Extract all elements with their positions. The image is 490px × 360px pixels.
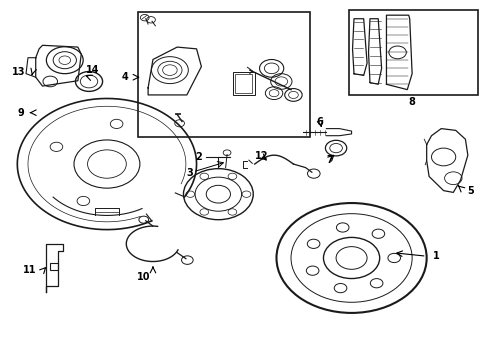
Text: 14: 14 bbox=[86, 65, 99, 75]
Text: 8: 8 bbox=[409, 97, 416, 107]
Text: 1: 1 bbox=[433, 251, 440, 261]
Bar bbox=[138, 12, 310, 138]
Text: 13: 13 bbox=[12, 67, 25, 77]
Text: 3: 3 bbox=[186, 168, 193, 178]
Bar bbox=[233, 72, 255, 95]
Bar bbox=[50, 262, 58, 270]
Text: 4: 4 bbox=[122, 72, 129, 82]
Text: 7: 7 bbox=[326, 155, 333, 165]
Bar bbox=[349, 10, 478, 95]
Bar bbox=[235, 74, 252, 93]
Text: 2: 2 bbox=[196, 152, 202, 162]
Text: 5: 5 bbox=[467, 186, 474, 195]
Text: 6: 6 bbox=[317, 117, 323, 126]
Text: 9: 9 bbox=[18, 108, 24, 118]
Text: 12: 12 bbox=[255, 151, 269, 161]
Text: 11: 11 bbox=[23, 265, 36, 275]
Text: 10: 10 bbox=[137, 273, 150, 283]
